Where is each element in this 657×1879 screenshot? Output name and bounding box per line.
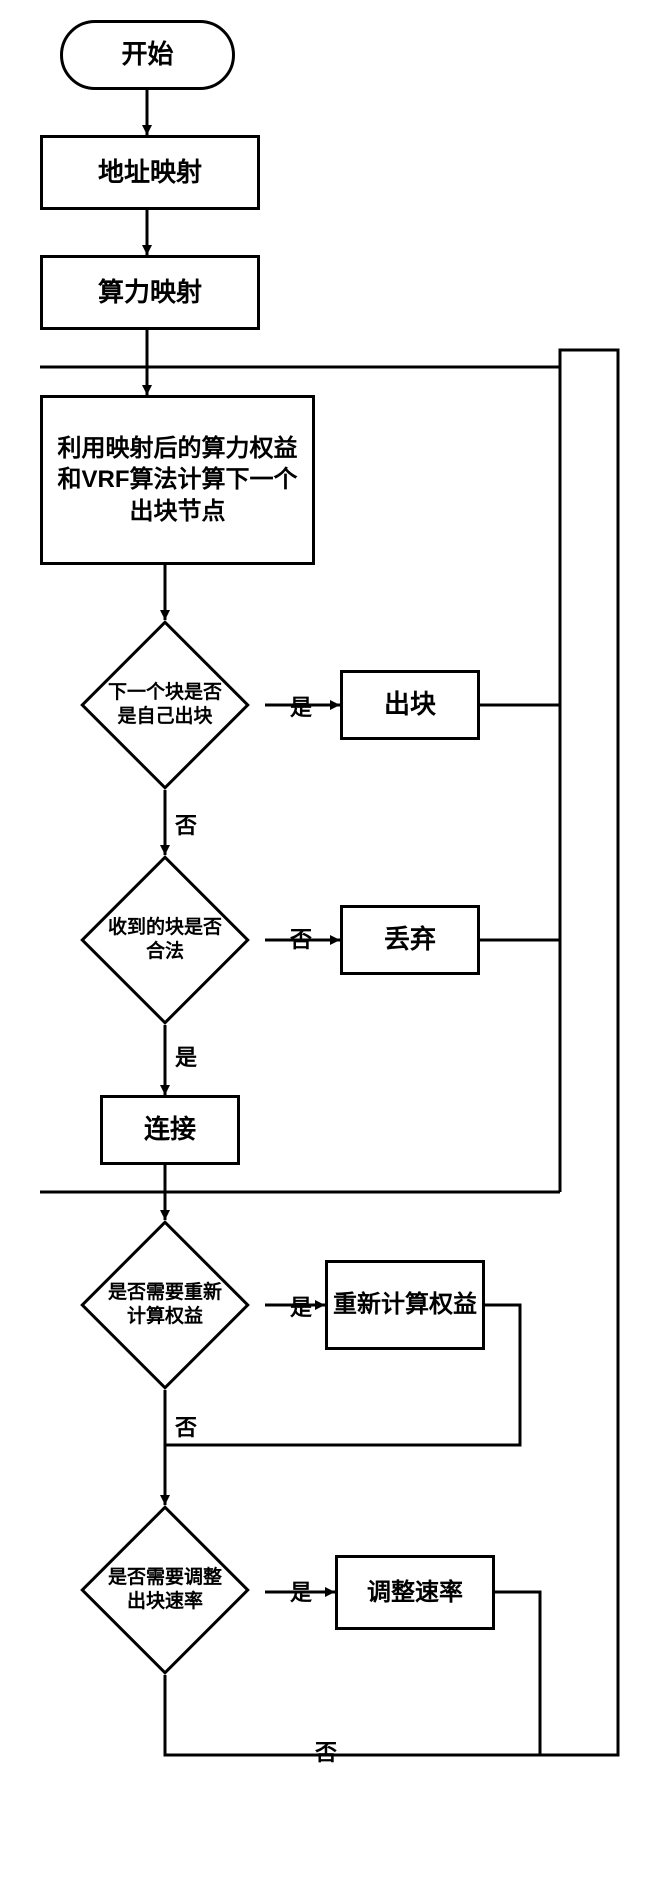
- process-connect: 连接: [100, 1095, 240, 1165]
- process-address-mapping: 地址映射: [40, 135, 260, 210]
- label-d-rate: 是否需要调整出块速率: [100, 1566, 230, 1614]
- label-discard: 丢弃: [384, 923, 436, 957]
- process-recalc: 重新计算权益: [325, 1260, 485, 1350]
- process-out-block: 出块: [340, 670, 480, 740]
- edge-label-next-no: 否: [175, 808, 197, 840]
- terminator-start: 开始: [60, 20, 235, 90]
- label-vrf-calc: 利用映射后的算力权益和VRF算法计算下一个出块节点: [53, 433, 302, 527]
- edge-label-rate-yes: 是: [290, 1575, 312, 1607]
- process-adjust-rate: 调整速率: [335, 1555, 495, 1630]
- edge-label-rate-no: 否: [315, 1735, 337, 1767]
- label-d-next-self: 下一个块是否是自己出块: [100, 681, 230, 729]
- label-connect: 连接: [144, 1113, 196, 1147]
- edge-label-next-yes: 是: [290, 690, 312, 722]
- label-out-block: 出块: [384, 688, 436, 722]
- process-vrf-calc: 利用映射后的算力权益和VRF算法计算下一个出块节点: [40, 395, 315, 565]
- edge-label-recalc-no: 否: [175, 1410, 197, 1442]
- edge-label-valid-no: 否: [290, 922, 312, 954]
- decision-rate: 是否需要调整出块速率: [65, 1505, 265, 1675]
- process-discard: 丢弃: [340, 905, 480, 975]
- label-start: 开始: [121, 38, 173, 72]
- decision-recalc: 是否需要重新计算权益: [65, 1220, 265, 1390]
- label-power-map: 算力映射: [98, 276, 202, 310]
- decision-next-self: 下一个块是否是自己出块: [65, 620, 265, 790]
- label-addr-map: 地址映射: [98, 156, 202, 190]
- decision-valid: 收到的块是否合法: [65, 855, 265, 1025]
- edge-label-recalc-yes: 是: [290, 1290, 312, 1322]
- edge-label-valid-yes: 是: [175, 1040, 197, 1072]
- label-d-valid: 收到的块是否合法: [105, 916, 225, 964]
- label-d-recalc: 是否需要重新计算权益: [100, 1281, 230, 1329]
- label-adjust-rate: 调整速率: [367, 1577, 463, 1608]
- process-power-mapping: 算力映射: [40, 255, 260, 330]
- label-recalc: 重新计算权益: [333, 1289, 477, 1320]
